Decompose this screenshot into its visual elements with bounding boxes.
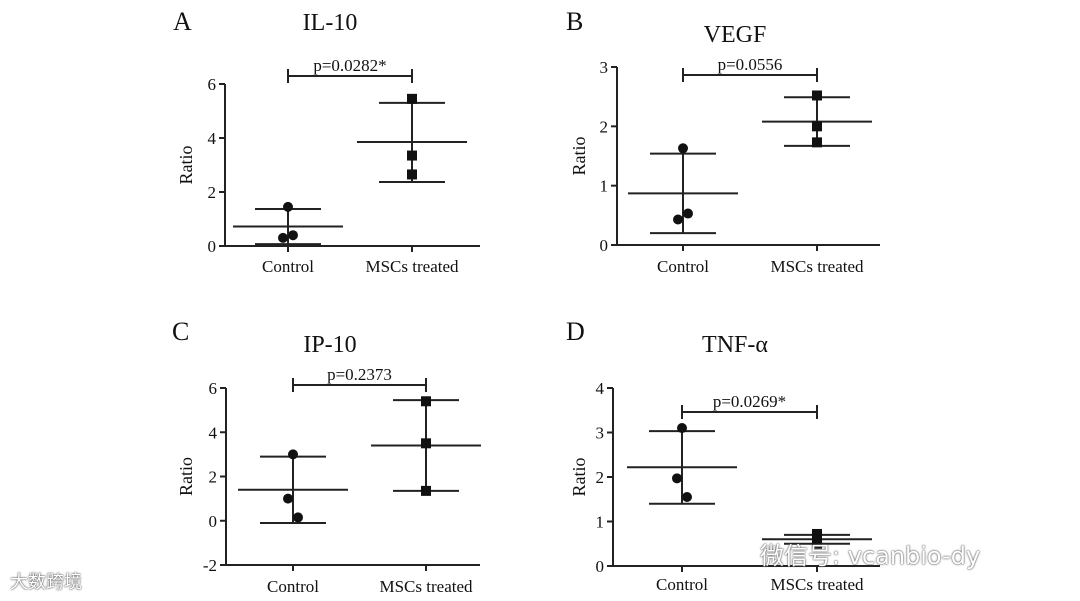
data-point-control (682, 492, 692, 503)
data-point-control (288, 449, 298, 460)
chart-title: TNF-α (702, 332, 768, 358)
watermark-right: 微信号: vcanbio-dy (760, 542, 981, 570)
y-tick-label: 0 (600, 236, 609, 255)
chart-title: IP-10 (303, 332, 356, 358)
data-point-control (677, 423, 687, 434)
y-tick-label: 2 (208, 183, 217, 202)
y-tick-label: -2 (203, 556, 217, 575)
x-tick-label: MSCs treated (770, 257, 864, 276)
y-axis-label: Ratio (176, 457, 196, 496)
y-tick-label: 0 (596, 557, 605, 576)
x-tick-label: Control (656, 575, 708, 594)
data-point-msc (421, 485, 431, 496)
p-value-label: p=0.0282* (313, 56, 386, 75)
p-value-label: p=0.0269* (713, 392, 786, 411)
chart-title: VEGF (704, 22, 767, 48)
data-point-msc (407, 169, 417, 180)
p-value-label: p=0.0556 (718, 55, 783, 74)
panel-a: A IL-10 0 2 4 6 Ratio Control MSCs treated p=0.02… (173, 7, 480, 276)
panel-letter: B (566, 7, 583, 36)
data-point-control (283, 493, 293, 504)
x-tick-label: Control (262, 257, 314, 276)
y-axis-label: Ratio (569, 137, 589, 176)
x-tick-label: MSCs treated (379, 577, 473, 596)
y-tick-label: 1 (600, 177, 609, 196)
data-point-control (678, 143, 688, 154)
data-point-msc (812, 121, 822, 132)
panel-c: C IP-10 -2 0 2 4 6 Ratio Control MSCs treated p=0.… (172, 317, 481, 596)
data-point-msc (421, 438, 431, 449)
y-tick-label: 2 (596, 468, 605, 487)
y-tick-label: 0 (209, 512, 218, 531)
y-tick-label: 2 (209, 468, 218, 487)
y-tick-label: 2 (600, 117, 609, 136)
y-tick-label: 1 (596, 513, 605, 532)
panel-letter: D (566, 317, 585, 346)
watermark-left: 大数跨境 (10, 572, 82, 593)
data-point-control (288, 230, 298, 241)
data-point-msc (421, 396, 431, 407)
data-point-control (672, 473, 682, 484)
y-axis-label: Ratio (176, 146, 196, 185)
data-point-msc (812, 528, 822, 539)
panel-letter: A (173, 7, 192, 36)
y-tick-label: 6 (208, 75, 217, 94)
data-point-msc (407, 150, 417, 161)
data-point-msc (812, 90, 822, 101)
panel-d: D TNF-α 0 1 2 3 4 Ratio Control MSCs treated p=0.0… (566, 317, 880, 594)
x-tick-label: Control (267, 577, 319, 596)
data-point-control (278, 232, 288, 243)
y-tick-label: 4 (208, 129, 217, 148)
chart-title: IL-10 (303, 10, 358, 36)
data-point-control (283, 201, 293, 212)
panel-b: B VEGF 0 1 2 3 Ratio Control MSCs treated p=0.055… (566, 7, 880, 276)
data-point-control (683, 208, 693, 219)
p-value-label: p=0.2373 (327, 365, 392, 384)
panel-letter: C (172, 317, 189, 346)
data-point-control (293, 512, 303, 523)
data-point-msc (812, 534, 822, 545)
y-axis-label: Ratio (569, 458, 589, 497)
y-tick-label: 6 (209, 379, 218, 398)
y-tick-label: 0 (208, 237, 217, 256)
data-point-msc (812, 137, 822, 148)
x-tick-label: MSCs treated (770, 575, 864, 594)
data-point-control (673, 214, 683, 225)
y-tick-label: 4 (209, 423, 218, 442)
y-tick-label: 4 (596, 379, 605, 398)
y-tick-label: 3 (600, 58, 609, 77)
x-tick-label: Control (657, 257, 709, 276)
data-point-msc (407, 93, 417, 104)
y-tick-label: 3 (596, 424, 605, 443)
x-tick-label: MSCs treated (365, 257, 459, 276)
